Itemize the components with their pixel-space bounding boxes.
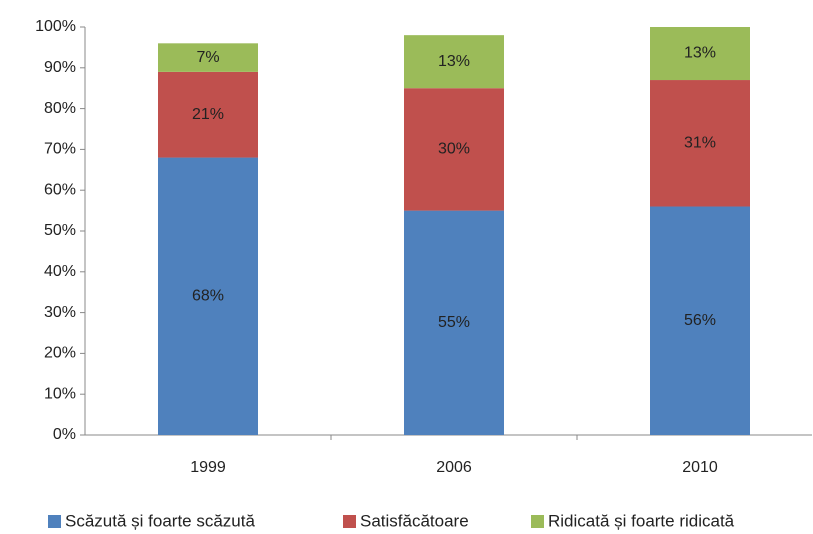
legend-label: Ridicată și foarte ridicată [548, 511, 735, 530]
bar-segment [650, 206, 750, 435]
value-label: 30% [438, 141, 470, 158]
value-label: 7% [196, 49, 219, 66]
legend: Scăzută și foarte scăzută Satisfăcătoare R… [48, 511, 735, 530]
y-tick-label: 60% [44, 181, 76, 198]
legend-swatch [343, 515, 356, 528]
bar-segment [404, 88, 504, 211]
value-label: 21% [192, 106, 224, 123]
y-tick-label: 90% [44, 59, 76, 76]
legend-swatch [48, 515, 61, 528]
x-tick-label: 2006 [436, 459, 472, 476]
legend-label: Scăzută și foarte scăzută [65, 511, 255, 530]
y-tick-label: 20% [44, 345, 76, 362]
bar-segment [404, 210, 504, 435]
x-tick-label: 1999 [190, 459, 226, 476]
value-label: 56% [684, 312, 716, 329]
value-label: 68% [192, 287, 224, 304]
bar-segment [158, 43, 258, 72]
bar-segment [650, 80, 750, 207]
value-label: 13% [684, 45, 716, 62]
y-tick-label: 50% [44, 222, 76, 239]
value-label: 55% [438, 314, 470, 331]
y-tick-label: 30% [44, 304, 76, 321]
value-label: 31% [684, 134, 716, 151]
bar-segment [158, 71, 258, 158]
bar-segment [650, 27, 750, 81]
y-tick-label: 10% [44, 385, 76, 402]
legend-swatch [531, 515, 544, 528]
bar-segment [404, 35, 504, 89]
y-tick-label: 100% [35, 18, 76, 35]
y-tick-label: 0% [53, 426, 76, 443]
legend-label: Satisfăcătoare [360, 511, 469, 530]
y-tick-label: 70% [44, 141, 76, 158]
y-tick-label: 80% [44, 100, 76, 117]
y-tick-label: 40% [44, 263, 76, 280]
x-tick-label: 2010 [682, 459, 718, 476]
value-label: 13% [438, 53, 470, 70]
bar-segment [158, 157, 258, 435]
